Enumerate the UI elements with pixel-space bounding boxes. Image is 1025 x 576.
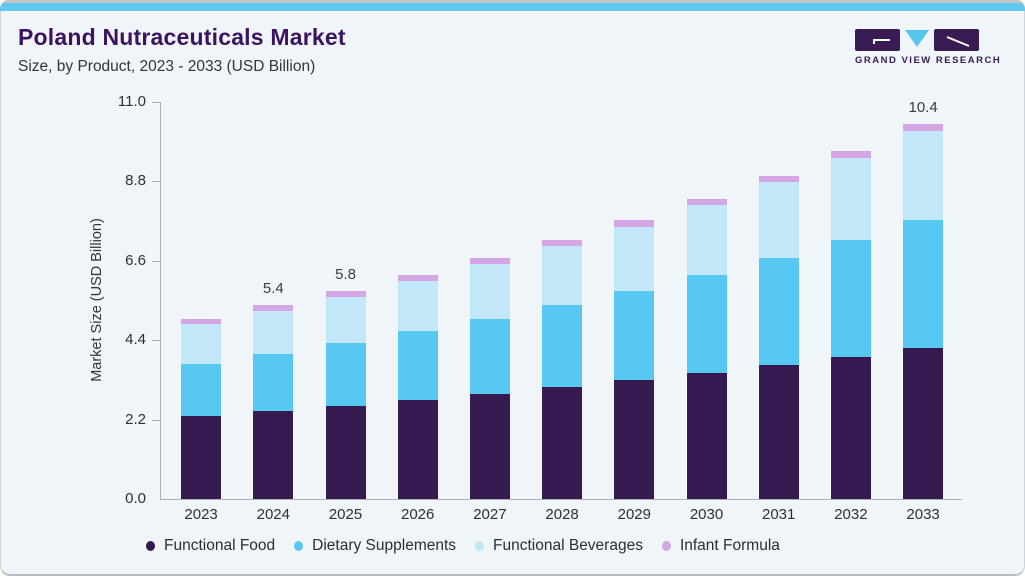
x-axis-label: 2023: [184, 506, 218, 523]
legend-label: Dietary Supplements: [312, 537, 457, 554]
bar-segment-functional-beverages: [181, 323, 222, 364]
gvr-logo-icon: [855, 29, 979, 51]
logo-r-mark: [946, 36, 970, 47]
x-axis-label: 2031: [762, 506, 796, 523]
bar-segment-functional-beverages: [469, 264, 510, 319]
x-axis-label: 2032: [834, 506, 868, 523]
bar-segment-functional-food: [181, 415, 222, 499]
bar-segment-functional-beverages: [903, 131, 944, 220]
legend-color-dot: [661, 541, 671, 551]
bar-segment-functional-food: [469, 393, 510, 499]
bar-segment-functional-food: [542, 387, 583, 499]
x-axis-label: 2030: [689, 506, 724, 523]
bar-segment-dietary-supplements: [614, 290, 655, 381]
x-axis-label: 2025: [328, 506, 363, 523]
bar-segment-functional-food: [614, 380, 655, 499]
y-tick-mark: [152, 102, 160, 103]
bar-segment-dietary-supplements: [830, 239, 871, 357]
bar-segment-functional-beverages: [830, 157, 871, 240]
bar-segment-dietary-supplements: [397, 331, 438, 400]
legend-label: Infant Formula: [679, 537, 780, 554]
chart-legend: Functional Food Dietary Supplements Functi…: [146, 537, 780, 555]
bar-segment-functional-beverages: [542, 246, 583, 306]
bar-total-label: 5.8: [335, 265, 356, 283]
bar-segment-functional-food: [830, 356, 871, 499]
bar-segment-functional-beverages: [325, 296, 366, 344]
x-axis-label: 2026: [401, 506, 435, 523]
x-axis-label: 2033: [906, 506, 940, 523]
bar-segment-functional-beverages: [614, 226, 655, 291]
y-tick-label: 11.0: [117, 93, 146, 110]
bar-segment-functional-beverages: [253, 310, 294, 354]
accent-strip: [0, 3, 1025, 11]
y-tick-label: 6.6: [125, 251, 146, 269]
bar-segment-functional-food: [397, 399, 438, 499]
x-axis-label: 2024: [256, 506, 290, 523]
bar-segment-infant-formula: [758, 175, 799, 183]
bar-segment-infant-formula: [542, 239, 583, 246]
logo-g-mark: [873, 39, 890, 44]
y-tick-label: 0.0: [125, 490, 146, 507]
bar-segment-functional-food: [253, 410, 294, 499]
bar-total-label: 5.4: [262, 280, 284, 298]
legend-item-infant-formula: Infant Formula: [661, 537, 780, 555]
y-tick-label: 2.2: [125, 410, 146, 428]
legend-item-dietary-supplements: Dietary Supplements: [294, 537, 456, 555]
page-subtitle: Size, by Product, 2023 - 2033 (USD Billi…: [18, 58, 316, 75]
y-tick-mark: [152, 419, 160, 421]
y-tick-mark: [152, 340, 160, 342]
x-axis-line: [160, 499, 962, 500]
bar-segment-dietary-supplements: [181, 363, 222, 416]
y-tick-mark: [152, 181, 160, 183]
bar-segment-infant-formula: [686, 198, 727, 206]
legend-item-functional-food: Functional Food: [146, 537, 275, 555]
y-tick-label: 8.8: [125, 172, 146, 190]
bar-segment-functional-food: [325, 405, 366, 499]
legend-item-functional-beverages: Functional Beverages: [475, 537, 643, 555]
bar-segment-functional-beverages: [397, 280, 438, 332]
bar-segment-infant-formula: [830, 151, 871, 158]
bar-segment-functional-food: [686, 372, 727, 499]
bar-segment-functional-food: [758, 365, 799, 499]
legend-label: Functional Beverages: [493, 537, 643, 554]
bar-segment-infant-formula: [469, 257, 510, 265]
bar-segment-infant-formula: [397, 274, 438, 281]
bar-segment-infant-formula: [903, 124, 944, 132]
bar-segment-infant-formula: [614, 220, 655, 227]
x-axis-label: 2028: [545, 506, 579, 523]
x-axis-label: 2027: [473, 506, 507, 523]
bar-segment-dietary-supplements: [253, 353, 294, 411]
legend-color-dot: [294, 541, 304, 551]
bar-segment-functional-beverages: [758, 182, 799, 258]
bar-segment-dietary-supplements: [758, 257, 799, 366]
bar-segment-infant-formula: [253, 305, 294, 311]
bar-segment-dietary-supplements: [542, 305, 583, 388]
legend-color-dot: [475, 541, 485, 551]
bar-segment-dietary-supplements: [686, 274, 727, 373]
y-tick-mark: [152, 260, 160, 262]
bar-segment-dietary-supplements: [903, 219, 944, 348]
grand-view-research-logo: GRAND VIEW RESEARCH: [855, 29, 1002, 66]
y-tick-label: 4.4: [125, 331, 146, 349]
legend-color-dot: [146, 541, 155, 551]
bar-segment-functional-food: [903, 347, 944, 499]
logo-wordmark: GRAND VIEW RESEARCH: [855, 55, 1002, 66]
x-axis-label: 2029: [617, 506, 651, 523]
y-axis-line: [160, 102, 161, 499]
legend-label: Functional Food: [164, 537, 276, 554]
bar-segment-infant-formula: [181, 318, 222, 324]
page-title: Poland Nutraceuticals Market: [18, 24, 346, 50]
bar-total-label: 10.4: [908, 99, 938, 116]
bar-segment-dietary-supplements: [325, 343, 366, 406]
bar-segment-dietary-supplements: [469, 318, 510, 394]
bar-segment-functional-beverages: [686, 205, 727, 275]
logo-v-triangle: [905, 30, 929, 47]
bar-segment-infant-formula: [325, 290, 366, 297]
